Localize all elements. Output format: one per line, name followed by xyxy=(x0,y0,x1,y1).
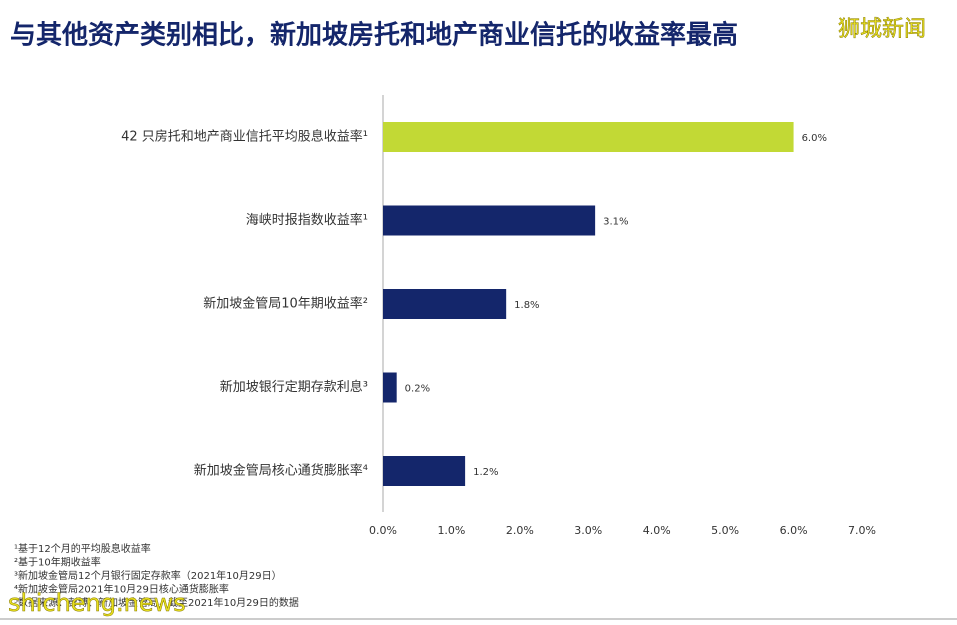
value-label: 0.2% xyxy=(405,384,430,395)
footnote: ⁴新加坡金管局2021年10月29日核心通货膨胀率 xyxy=(14,583,229,596)
footnote: ⁵数据来源：彭博、新加坡金管局，截至2021年10月29日的数据 xyxy=(14,596,299,609)
bar xyxy=(383,122,794,152)
x-tick-label: 0.0% xyxy=(369,524,397,537)
x-tick-label: 2.0% xyxy=(506,524,534,537)
x-tick-label: 4.0% xyxy=(643,524,671,537)
footnote: ²基于10年期收益率 xyxy=(14,556,101,569)
category-label: 42 只房托和地产商业信托平均股息收益率¹ xyxy=(121,129,368,145)
watermark: 狮城新闻 xyxy=(838,17,926,42)
bar xyxy=(383,372,397,403)
bar xyxy=(383,289,507,319)
category-label: 海峡时报指数收益率¹ xyxy=(246,212,368,228)
x-tick-label: 5.0% xyxy=(711,524,739,537)
value-label: 1.2% xyxy=(473,467,498,478)
footnote: ³新加坡金管局12个月银行固定存款率（2021年10月29日） xyxy=(14,569,282,582)
category-label: 新加坡金管局核心通货膨胀率⁴ xyxy=(194,463,368,479)
footnote: ¹基于12个月的平均股息收益率 xyxy=(14,542,151,555)
x-tick-label: 6.0% xyxy=(780,524,808,537)
value-label: 3.1% xyxy=(603,217,628,228)
watermark: shicheng.news xyxy=(8,589,186,617)
value-label: 6.0% xyxy=(802,133,827,144)
bar xyxy=(383,205,596,236)
bar xyxy=(383,456,466,486)
chart-title: 与其他资产类别相比，新加坡房托和地产商业信托的收益率最高 xyxy=(10,20,738,51)
category-label: 新加坡银行定期存款利息³ xyxy=(220,379,368,395)
category-label: 新加坡金管局10年期收益率² xyxy=(203,296,368,312)
x-tick-label: 3.0% xyxy=(574,524,602,537)
x-tick-label: 7.0% xyxy=(848,524,876,537)
x-tick-label: 1.0% xyxy=(437,524,465,537)
value-label: 1.8% xyxy=(514,300,539,311)
